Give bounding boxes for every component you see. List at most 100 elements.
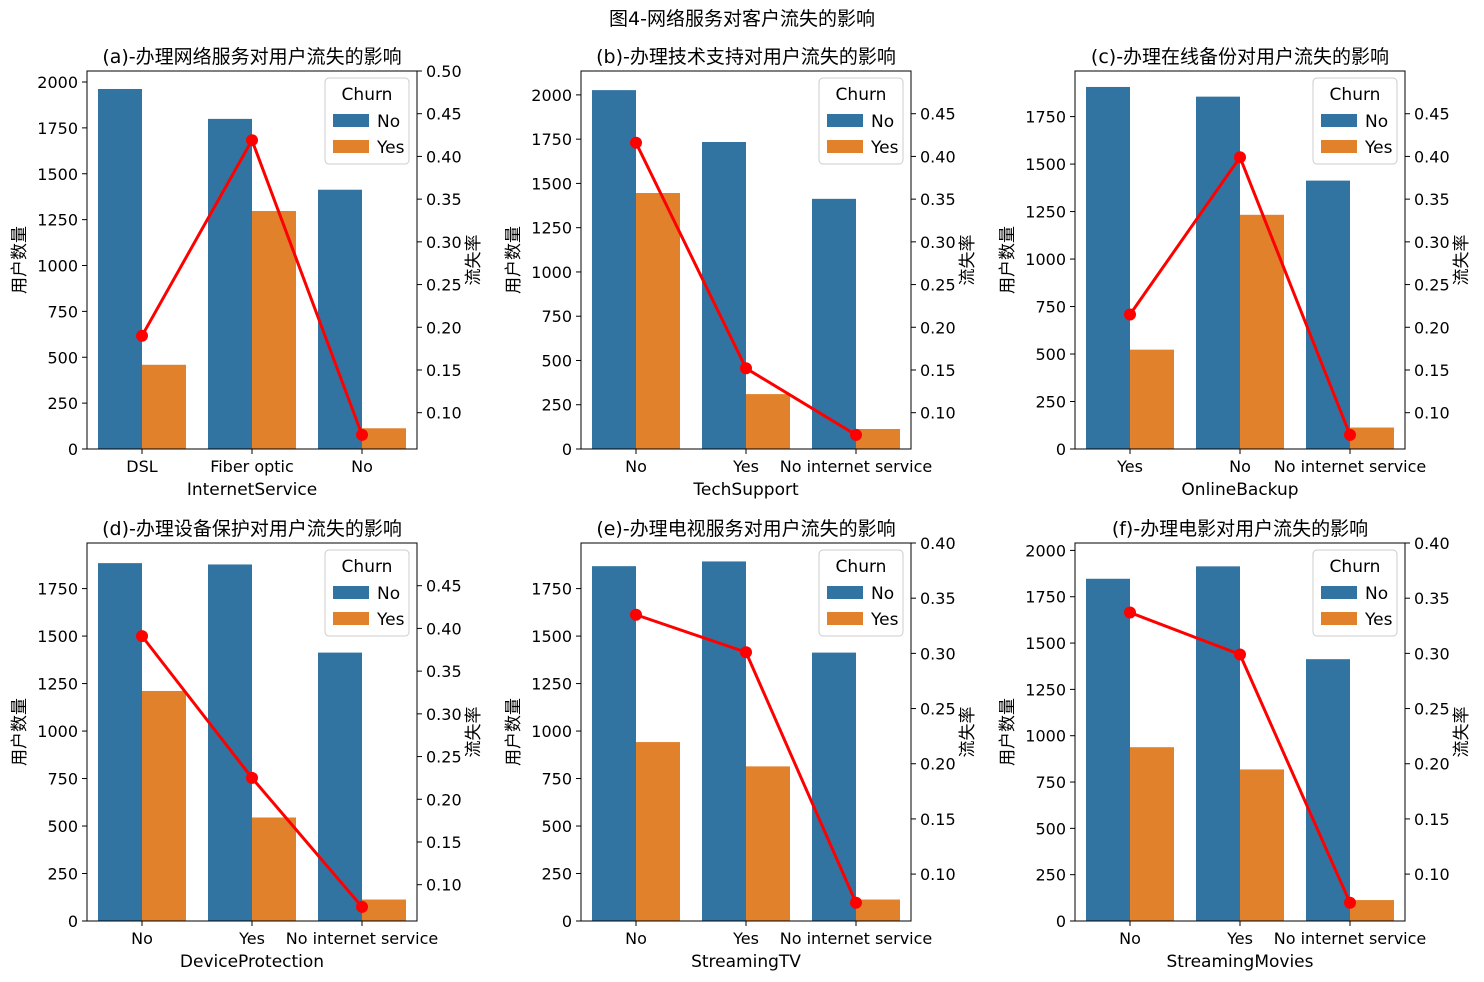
- legend-label-yes: Yes: [870, 138, 899, 158]
- y-tick-label: 250: [47, 865, 78, 884]
- legend-swatch-yes: [1321, 612, 1357, 625]
- subplot-title: (a)-办理网络服务对用户流失的影响: [102, 46, 401, 68]
- legend-title: Churn: [342, 557, 393, 577]
- subplot-title: (d)-办理设备保护对用户流失的影响: [102, 518, 402, 540]
- y-tick-label: 0: [562, 440, 572, 459]
- y-tick-label: 500: [47, 817, 78, 836]
- y-axis-label: 用户数量: [10, 698, 30, 766]
- legend-swatch-no: [333, 586, 369, 599]
- bar-yes-1: [252, 211, 296, 449]
- y2-axis-label: 流失率: [464, 707, 484, 758]
- churn-rate-point-2: [356, 428, 368, 441]
- x-tick-label: No: [625, 457, 647, 476]
- y-tick-label: 1000: [37, 722, 78, 741]
- y-tick-label: 1500: [531, 174, 572, 193]
- subplot-title: (b)-办理技术支持对用户流失的影响: [596, 46, 896, 68]
- x-tick-label: No: [351, 457, 373, 476]
- y2-tick-label: 0.25: [1414, 700, 1450, 719]
- x-axis-label: TechSupport: [692, 480, 799, 500]
- y-tick-label: 1500: [1025, 634, 1066, 653]
- y-tick-label: 1500: [531, 627, 572, 646]
- x-tick-label: No internet service: [780, 457, 933, 476]
- y2-axis-label: 流失率: [958, 707, 978, 758]
- x-tick-label: No: [131, 929, 153, 948]
- legend-swatch-yes: [827, 140, 863, 153]
- legend-swatch-yes: [827, 612, 863, 625]
- y-tick-label: 250: [541, 396, 572, 415]
- bar-no-0: [592, 566, 636, 921]
- legend-swatch-yes: [333, 612, 369, 625]
- y2-tick-label: 0.10: [920, 865, 956, 884]
- x-axis-label: OnlineBackup: [1181, 480, 1298, 500]
- y2-tick-label: 0.10: [426, 404, 462, 423]
- y2-tick-label: 0.30: [920, 644, 956, 663]
- legend: Churn No Yes: [1312, 77, 1398, 165]
- bar-no-1: [702, 142, 746, 449]
- y-tick-label: 1750: [531, 130, 572, 149]
- y2-axis-label: 流失率: [1452, 235, 1472, 286]
- bar-no-0: [98, 563, 142, 921]
- y-tick-label: 1750: [1025, 108, 1066, 127]
- legend-title: Churn: [836, 85, 887, 105]
- y2-tick-label: 0.10: [920, 404, 956, 423]
- y2-axis-label: 流失率: [464, 235, 484, 286]
- y-tick-label: 250: [1035, 393, 1066, 412]
- y-tick-label: 1000: [531, 722, 572, 741]
- y-tick-label: 250: [47, 394, 78, 413]
- y-tick-label: 500: [1035, 819, 1066, 838]
- subplot-title: (c)-办理在线备份对用户流失的影响: [1091, 46, 1389, 68]
- y2-tick-label: 0.50: [426, 62, 462, 81]
- y-tick-label: 1250: [1025, 680, 1066, 699]
- y-axis-label: 用户数量: [998, 698, 1018, 766]
- y-axis-label: 用户数量: [504, 226, 524, 294]
- y2-tick-label: 0.40: [426, 147, 462, 166]
- churn-rate-point-2: [1344, 896, 1356, 909]
- y2-tick-label: 0.30: [426, 233, 462, 252]
- bar-yes-0: [1130, 349, 1174, 449]
- churn-rate-point-2: [356, 900, 368, 913]
- y-tick-label: 500: [47, 348, 78, 367]
- bar-no-1: [702, 561, 746, 921]
- churn-rate-point-0: [136, 630, 148, 643]
- legend-label-no: No: [377, 584, 400, 604]
- subplot-title: (f)-办理电影对用户流失的影响: [1112, 518, 1368, 540]
- y2-tick-label: 0.30: [426, 705, 462, 724]
- x-tick-label: No internet service: [286, 929, 439, 948]
- y2-tick-label: 0.30: [1414, 644, 1450, 663]
- churn-rate-point-1: [246, 771, 258, 784]
- legend-title: Churn: [1330, 557, 1381, 577]
- y-tick-label: 1500: [37, 165, 78, 184]
- legend-swatch-no: [827, 586, 863, 599]
- y-tick-label: 2000: [1025, 541, 1066, 560]
- churn-rate-point-0: [630, 608, 642, 621]
- subplot-1: 0 250 500 750 1000 1250 1500 1750 2000 0.10 0.15 0.…: [504, 46, 978, 500]
- y-tick-label: 0: [1056, 440, 1066, 459]
- legend: Churn No Yes: [818, 77, 904, 165]
- y2-tick-label: 0.20: [1414, 318, 1450, 337]
- subplot-2: 0 250 500 750 1000 1250 1500 1750 0.10 0.15 0.20 0.…: [998, 46, 1472, 500]
- bar-yes-2: [1350, 427, 1394, 449]
- y-tick-label: 1250: [37, 675, 78, 694]
- churn-rate-point-1: [1234, 648, 1246, 661]
- x-tick-label: Yes: [1116, 457, 1143, 476]
- y2-tick-label: 0.25: [426, 748, 462, 767]
- y-tick-label: 1000: [1025, 727, 1066, 746]
- churn-rate-point-2: [1344, 428, 1356, 441]
- subplot-title: (e)-办理电视服务对用户流失的影响: [596, 518, 895, 540]
- y2-tick-label: 0.25: [920, 700, 956, 719]
- y-tick-label: 750: [47, 770, 78, 789]
- y-tick-label: 1500: [1025, 155, 1066, 174]
- x-axis-label: StreamingMovies: [1167, 952, 1314, 972]
- bar-no-2: [318, 652, 362, 921]
- y-axis-label: 用户数量: [504, 698, 524, 766]
- y2-tick-label: 0.20: [1414, 755, 1450, 774]
- y-tick-label: 1750: [531, 580, 572, 599]
- churn-rate-point-1: [246, 134, 258, 147]
- y2-axis-label: 流失率: [1452, 707, 1472, 758]
- y-tick-label: 1000: [1025, 250, 1066, 269]
- y-tick-label: 1750: [37, 580, 78, 599]
- y-tick-label: 750: [1035, 773, 1066, 792]
- bar-yes-1: [1240, 769, 1284, 921]
- bar-yes-2: [362, 428, 406, 449]
- y2-tick-label: 0.20: [426, 318, 462, 337]
